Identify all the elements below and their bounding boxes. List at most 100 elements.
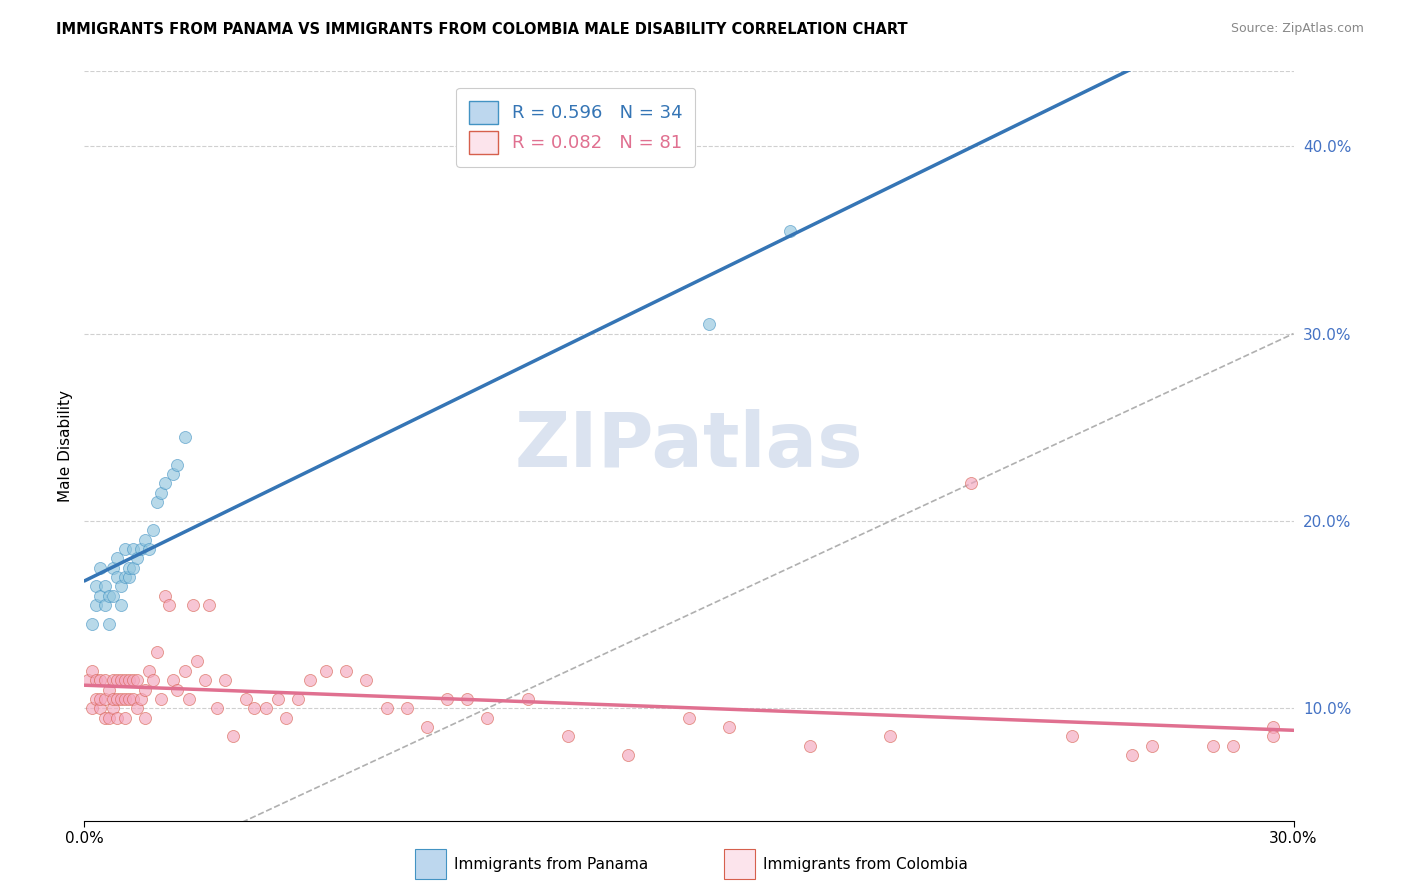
- Point: [93, 580, 115, 594]
- Point: [105, 673, 128, 688]
- Point: [879, 730, 901, 744]
- Point: [93, 673, 115, 688]
- Point: [718, 720, 741, 734]
- Point: [779, 224, 801, 238]
- Point: [166, 682, 188, 697]
- Point: [153, 476, 176, 491]
- Point: [138, 542, 160, 557]
- Point: [254, 701, 277, 715]
- Point: [162, 673, 184, 688]
- Point: [97, 589, 120, 603]
- Point: [118, 673, 141, 688]
- Point: [181, 599, 204, 613]
- Point: [89, 561, 111, 575]
- Point: [101, 692, 124, 706]
- Point: [97, 682, 120, 697]
- Point: [114, 673, 136, 688]
- Point: [89, 701, 111, 715]
- Point: [1060, 730, 1083, 744]
- Point: [93, 710, 115, 724]
- Point: [129, 692, 152, 706]
- Point: [146, 645, 169, 659]
- Point: [110, 580, 132, 594]
- Point: [1263, 720, 1285, 734]
- Point: [114, 542, 136, 557]
- Point: [149, 486, 172, 500]
- Point: [149, 692, 172, 706]
- Point: [242, 701, 264, 715]
- Point: [86, 692, 108, 706]
- Text: Immigrants from Panama: Immigrants from Panama: [454, 856, 648, 871]
- FancyBboxPatch shape: [415, 849, 446, 879]
- Point: [157, 599, 180, 613]
- Point: [129, 542, 152, 557]
- Point: [82, 617, 104, 632]
- Point: [89, 589, 111, 603]
- Point: [101, 673, 124, 688]
- Point: [134, 682, 156, 697]
- Point: [1121, 747, 1143, 762]
- Point: [121, 673, 143, 688]
- Point: [416, 720, 439, 734]
- Point: [118, 692, 141, 706]
- Point: [375, 701, 398, 715]
- Point: [1222, 739, 1244, 753]
- Point: [799, 739, 821, 753]
- Point: [335, 664, 357, 678]
- Point: [186, 655, 208, 669]
- Point: [222, 730, 245, 744]
- Point: [179, 692, 201, 706]
- Point: [82, 701, 104, 715]
- Text: IMMIGRANTS FROM PANAMA VS IMMIGRANTS FROM COLOMBIA MALE DISABILITY CORRELATION C: IMMIGRANTS FROM PANAMA VS IMMIGRANTS FRO…: [56, 22, 908, 37]
- Point: [110, 692, 132, 706]
- Point: [101, 701, 124, 715]
- Point: [114, 710, 136, 724]
- Point: [121, 692, 143, 706]
- Point: [86, 673, 108, 688]
- Text: Source: ZipAtlas.com: Source: ZipAtlas.com: [1230, 22, 1364, 36]
- Text: Immigrants from Colombia: Immigrants from Colombia: [763, 856, 969, 871]
- Point: [138, 664, 160, 678]
- Point: [960, 476, 983, 491]
- Point: [174, 664, 197, 678]
- Point: [93, 692, 115, 706]
- Point: [274, 710, 297, 724]
- Point: [678, 710, 700, 724]
- Point: [162, 467, 184, 482]
- Point: [153, 589, 176, 603]
- Point: [125, 673, 148, 688]
- Point: [125, 551, 148, 566]
- Point: [89, 673, 111, 688]
- Point: [134, 710, 156, 724]
- Point: [174, 430, 197, 444]
- Point: [97, 617, 120, 632]
- Point: [110, 673, 132, 688]
- Point: [356, 673, 378, 688]
- Point: [1263, 730, 1285, 744]
- Point: [557, 730, 579, 744]
- Point: [516, 692, 538, 706]
- Point: [395, 701, 418, 715]
- FancyBboxPatch shape: [724, 849, 755, 879]
- Text: ZIPatlas: ZIPatlas: [515, 409, 863, 483]
- Point: [1142, 739, 1164, 753]
- Point: [114, 692, 136, 706]
- Point: [207, 701, 229, 715]
- Point: [315, 664, 337, 678]
- Point: [299, 673, 322, 688]
- Point: [125, 701, 148, 715]
- Point: [114, 570, 136, 584]
- Point: [287, 692, 309, 706]
- Point: [134, 533, 156, 547]
- Point: [121, 542, 143, 557]
- Point: [110, 599, 132, 613]
- Point: [105, 710, 128, 724]
- Point: [101, 561, 124, 575]
- Point: [101, 589, 124, 603]
- Point: [697, 318, 720, 332]
- Point: [214, 673, 236, 688]
- Point: [267, 692, 290, 706]
- Point: [118, 570, 141, 584]
- Point: [121, 561, 143, 575]
- Point: [86, 599, 108, 613]
